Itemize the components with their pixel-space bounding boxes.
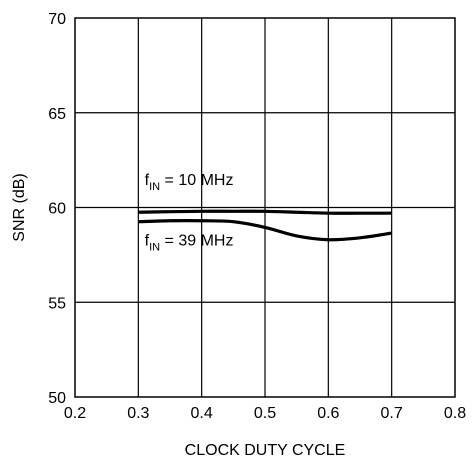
y-tick-label: 60: [48, 201, 66, 218]
y-axis-title: SNR (dB): [11, 173, 28, 241]
x-tick-label: 0.3: [127, 405, 149, 422]
series-line-2: [138, 219, 392, 242]
x-tick-label: 0.7: [381, 405, 403, 422]
y-tick-labels: 50 55 60 65 70: [48, 11, 66, 407]
x-tick-label: 0.4: [191, 405, 213, 422]
series-line-1: [138, 209, 392, 215]
x-tick-label: 0.8: [444, 405, 466, 422]
series-annotation-1: fIN = 10 MHz: [145, 172, 234, 193]
grid-lines: [75, 18, 455, 397]
x-tick-label: 0.2: [64, 405, 86, 422]
y-tick-label: 55: [48, 295, 66, 312]
series-layer: [138, 209, 392, 242]
series-annotation-2: fIN = 39 MHz: [145, 232, 234, 253]
y-tick-label: 70: [48, 11, 66, 28]
annotations: fIN = 10 MHz fIN = 39 MHz: [145, 172, 234, 254]
x-tick-label: 0.5: [254, 405, 276, 422]
x-axis-title: CLOCK DUTY CYCLE: [185, 442, 346, 459]
x-tick-labels: 0.2 0.3 0.4 0.5 0.6 0.7 0.8: [64, 405, 466, 422]
x-tick-label: 0.6: [317, 405, 339, 422]
y-tick-label: 65: [48, 106, 66, 123]
plot-frame: [74, 17, 456, 398]
y-tick-label: 50: [48, 390, 66, 407]
